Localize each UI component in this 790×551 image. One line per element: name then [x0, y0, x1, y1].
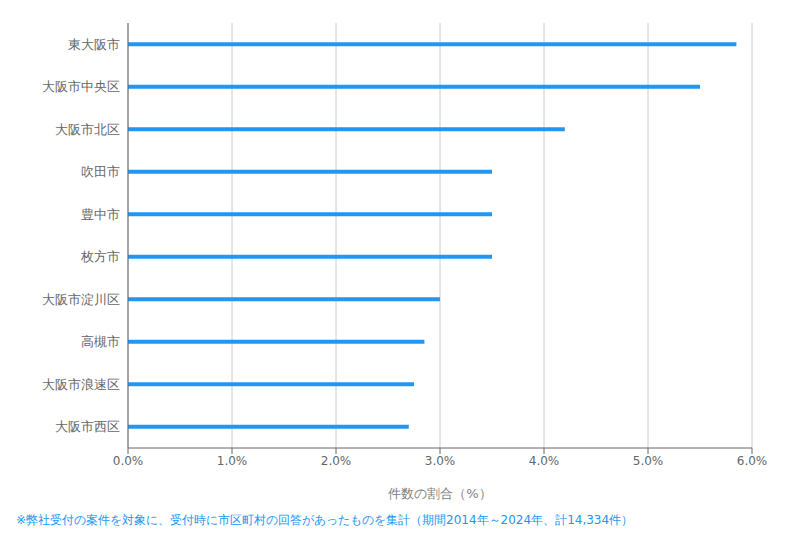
svg-text:大阪市北区: 大阪市北区 [55, 122, 120, 137]
svg-text:枚方市: 枚方市 [80, 249, 120, 264]
svg-text:大阪市西区: 大阪市西区 [55, 419, 120, 434]
svg-text:2.0%: 2.0% [321, 454, 352, 468]
svg-text:0.0%: 0.0% [113, 454, 144, 468]
svg-text:豊中市: 豊中市 [81, 207, 120, 222]
svg-text:件数の割合（%）: 件数の割合（%） [388, 486, 491, 501]
svg-text:大阪市中央区: 大阪市中央区 [42, 79, 120, 94]
html-text:※弊社受付の案件を対象に、受付時に市区町村の回答があったもの: ※弊社受付の案件を対象に、受付時に市区町村の回答があったものを集計（期間2014… [16, 513, 634, 527]
svg-text:大阪市淀川区: 大阪市淀川区 [42, 292, 120, 307]
svg-text:東大阪市: 東大阪市 [68, 37, 120, 52]
svg-text:4.0%: 4.0% [529, 454, 560, 468]
svg-text:吹田市: 吹田市 [81, 164, 120, 179]
svg-text:5.0%: 5.0% [633, 454, 664, 468]
svg-text:1.0%: 1.0% [217, 454, 248, 468]
svg-text:3.0%: 3.0% [425, 454, 456, 468]
svg-text:高槻市: 高槻市 [81, 334, 120, 349]
svg-text:6.0%: 6.0% [737, 454, 768, 468]
svg-text:大阪市浪速区: 大阪市浪速区 [42, 377, 120, 392]
